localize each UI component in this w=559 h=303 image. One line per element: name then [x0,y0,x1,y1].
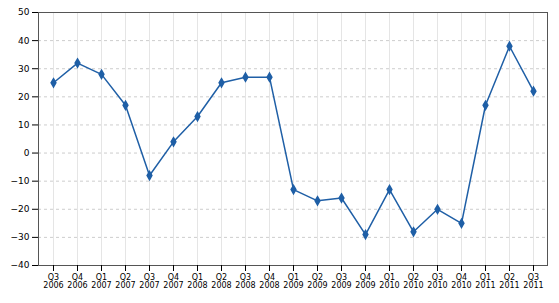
svg-text:−30: −30 [11,232,30,242]
svg-text:Q42006: Q42006 [67,273,87,290]
svg-text:10: 10 [18,120,30,130]
svg-text:Q12011: Q12011 [475,273,495,290]
svg-text:−40: −40 [11,260,30,270]
svg-text:Q22008: Q22008 [211,273,231,290]
svg-text:Q22010: Q22010 [403,273,423,290]
svg-text:Q42007: Q42007 [163,273,183,290]
svg-text:40: 40 [18,35,30,45]
svg-text:Q22009: Q22009 [307,273,327,290]
svg-text:Q42009: Q42009 [355,273,375,290]
svg-text:Q32010: Q32010 [427,273,447,290]
svg-text:Q32008: Q32008 [235,273,255,290]
svg-text:Q12010: Q12010 [379,273,399,290]
svg-text:Q32011: Q32011 [523,273,543,290]
svg-text:Q22007: Q22007 [115,273,135,290]
svg-text:Q22011: Q22011 [499,273,519,290]
svg-text:Q32006: Q32006 [43,273,63,290]
svg-text:0: 0 [24,148,30,158]
svg-text:Q12009: Q12009 [283,273,303,290]
svg-text:20: 20 [18,92,30,102]
svg-text:30: 30 [18,64,30,74]
svg-text:Q42008: Q42008 [259,273,279,290]
svg-text:Q12008: Q12008 [187,273,207,290]
svg-text:Q32007: Q32007 [139,273,159,290]
svg-text:−20: −20 [11,204,30,214]
svg-text:Q42010: Q42010 [451,273,471,290]
svg-text:50: 50 [18,7,30,17]
svg-text:Q32009: Q32009 [331,273,351,290]
svg-text:−10: −10 [11,176,30,186]
svg-text:Q12007: Q12007 [91,273,111,290]
